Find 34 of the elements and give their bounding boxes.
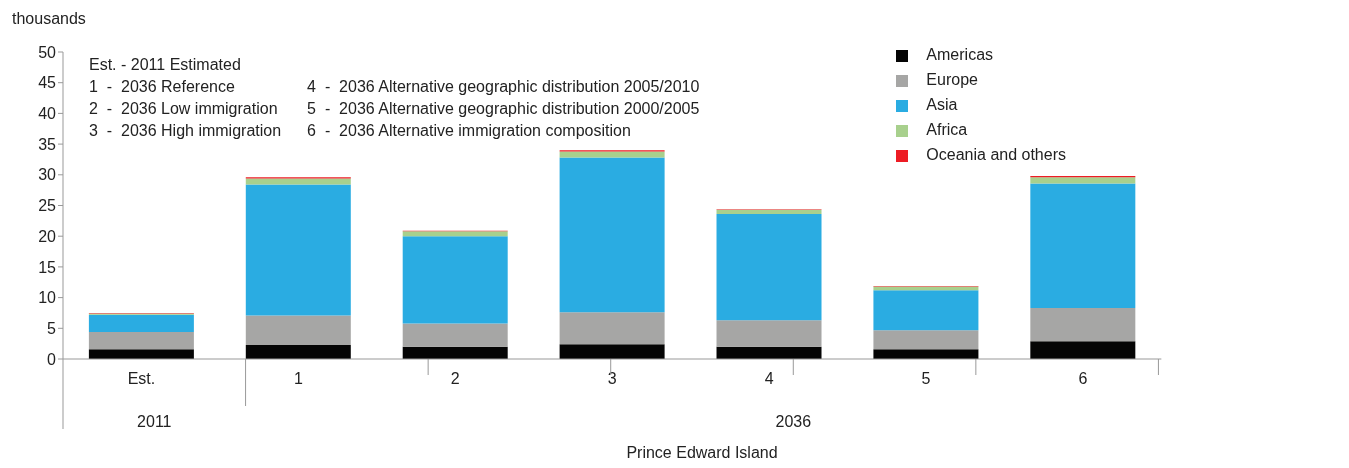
x-tick-label: 2	[450, 370, 460, 388]
legend-label: Europe	[926, 71, 978, 88]
x-tick-label: 1	[293, 370, 303, 388]
y-axis-title: thousands	[12, 10, 86, 27]
x-tick-label: 5	[921, 370, 931, 388]
legend-label: Oceania and others	[926, 146, 1066, 163]
text: 2011	[137, 413, 172, 430]
annotation: 1 - 2036 Reference	[89, 77, 236, 97]
legend-label: Asia	[926, 96, 958, 113]
y-tick-label: 20	[38, 227, 57, 245]
y-tick-label: 35	[38, 135, 57, 153]
annotation: 5 - 2036 Alternative geographic distribution 2000/2005	[307, 99, 700, 119]
annotation: Est. - 2011 Estimated	[89, 55, 242, 75]
y-tick-label: 0	[47, 350, 57, 368]
y-tick-label: 40	[38, 105, 57, 123]
x-tick-label: Est.	[127, 370, 156, 388]
annotation: 3 - 2036 High immigration	[89, 121, 282, 141]
legend-label: Americas	[926, 46, 994, 63]
y-tick-label: 15	[38, 258, 57, 276]
annotation: 6 - 2036 Alternative immigration composition	[307, 121, 632, 141]
y-tick-label: 45	[38, 74, 57, 92]
x-tick-label: 6	[1078, 370, 1088, 388]
y-tick-label: 5	[47, 319, 57, 337]
x-tick-label: 3	[607, 370, 617, 388]
y-tick-label: 50	[38, 43, 57, 61]
legend-label: Africa	[926, 121, 968, 138]
annotation: 2 - 2036 Low immigration	[89, 99, 279, 119]
x-axis-title: Prince Edward Island	[626, 444, 778, 461]
annotation: 4 - 2036 Alternative geographic distribution 2005/2010	[307, 77, 700, 97]
y-tick-label: 30	[38, 166, 57, 184]
y-tick-label: 10	[38, 289, 57, 307]
text: 2036	[775, 413, 812, 430]
y-tick-label: 25	[38, 197, 57, 215]
x-tick-label: 4	[764, 370, 774, 388]
